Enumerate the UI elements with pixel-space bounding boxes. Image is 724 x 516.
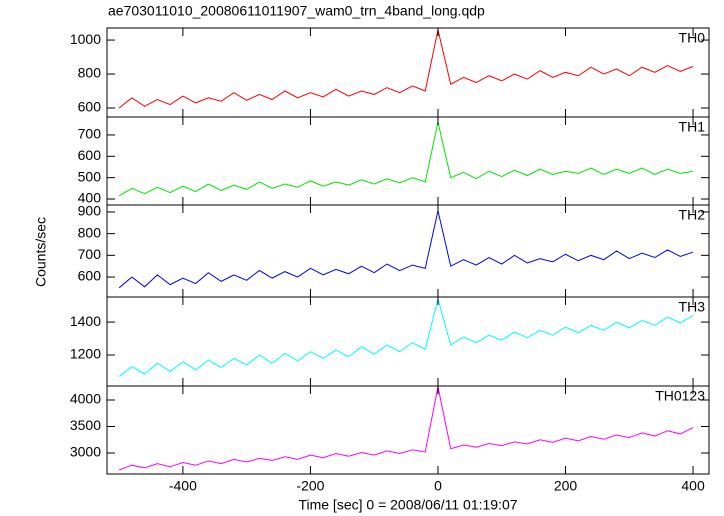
panel-label: TH0 <box>679 30 706 46</box>
chart-title: ae703011010_20080611011907_wam0_trn_4ban… <box>108 3 485 19</box>
y-tick-label: 800 <box>78 65 102 81</box>
x-tick-label: 200 <box>554 478 578 494</box>
panel-label: TH2 <box>679 207 706 223</box>
panel-frame <box>106 27 710 118</box>
x-tick-label: -400 <box>169 478 197 494</box>
y-tick-label: 600 <box>78 99 102 115</box>
y-tick-label: 600 <box>78 147 102 163</box>
y-tick-label: 1200 <box>70 346 101 362</box>
light-curve <box>118 29 694 109</box>
panel-frame <box>106 116 710 206</box>
panel-label: TH1 <box>679 119 706 135</box>
x-tick-label: 400 <box>681 478 705 494</box>
y-tick-label: 1400 <box>70 313 101 329</box>
panel-label: TH0123 <box>655 388 705 404</box>
panel-label: TH3 <box>679 299 706 315</box>
y-tick-label: 3500 <box>70 417 101 433</box>
light-curve <box>118 210 694 289</box>
y-tick-label: 1000 <box>70 31 101 47</box>
y-tick-label: 400 <box>78 190 102 206</box>
y-tick-label: 700 <box>78 246 102 262</box>
x-tick-label: -200 <box>296 478 324 494</box>
y-tick-label: 900 <box>78 203 102 219</box>
y-tick-label: 4000 <box>70 391 101 407</box>
y-tick-label: 3000 <box>70 444 101 460</box>
y-tick-label: 800 <box>78 224 102 240</box>
y-tick-label: 700 <box>78 126 102 142</box>
y-tick-label: 600 <box>78 268 102 284</box>
panel-frame <box>106 204 710 298</box>
panel-frame <box>106 296 710 387</box>
light-curve <box>118 297 694 377</box>
x-tick-label: 0 <box>434 478 442 494</box>
x-axis-label: Time [sec] 0 = 2008/06/11 01:19:07 <box>298 497 517 513</box>
light-curve <box>118 386 694 471</box>
light-curve <box>118 122 694 197</box>
panel-frame <box>106 385 710 475</box>
y-tick-label: 500 <box>78 168 102 184</box>
y-axis-label: Counts/sec <box>33 217 49 287</box>
